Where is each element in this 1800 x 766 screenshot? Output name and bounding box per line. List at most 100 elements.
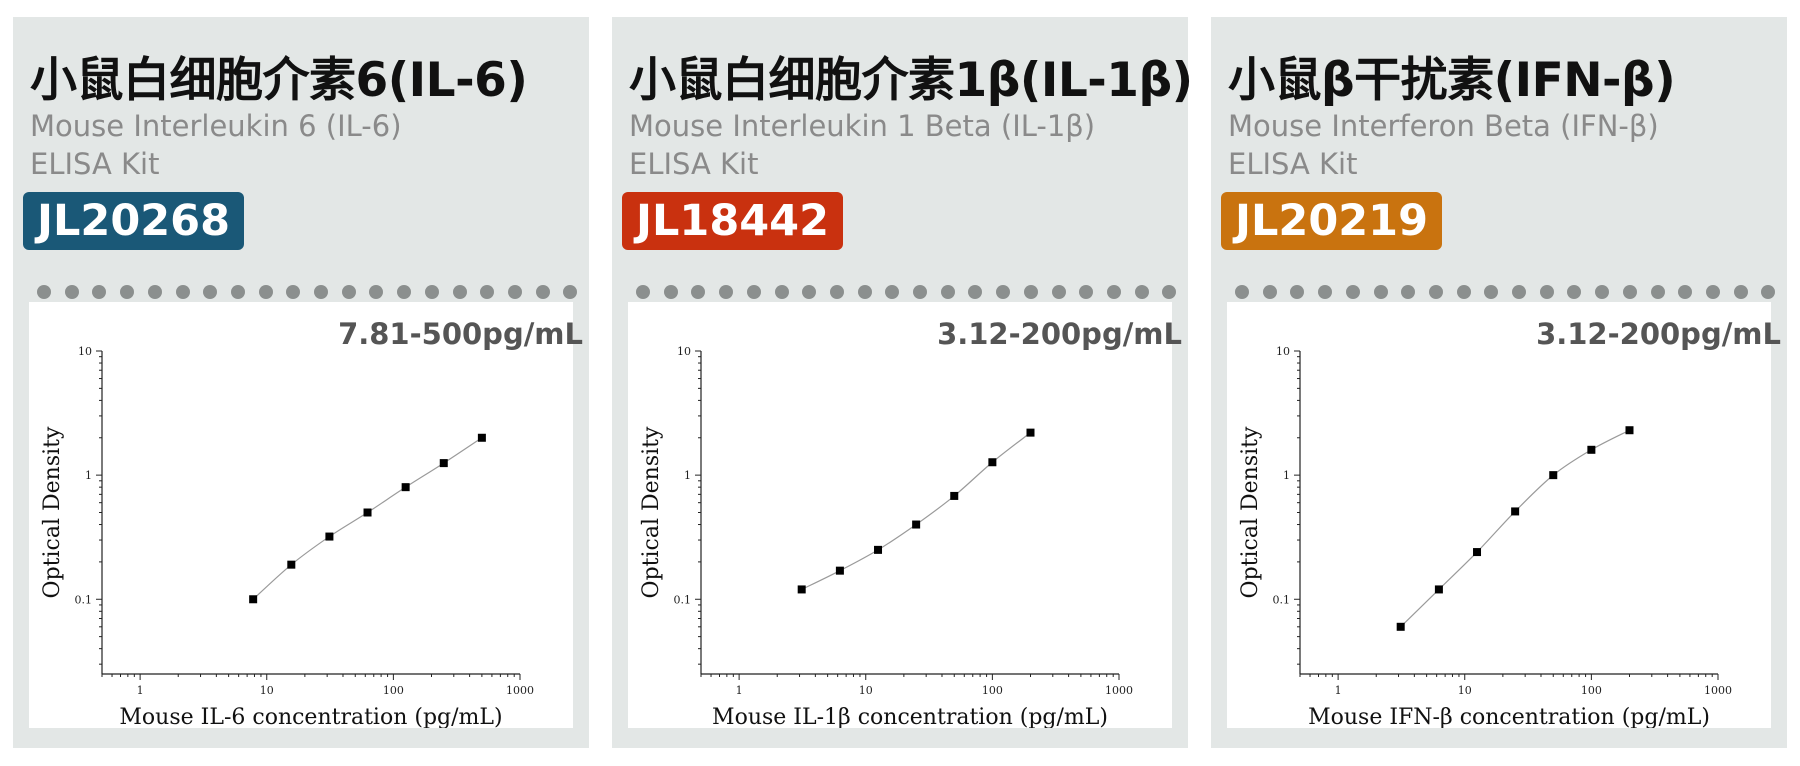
divider-dot	[940, 285, 955, 299]
divider-dot	[968, 285, 983, 299]
divider-dot	[1134, 285, 1149, 299]
divider-dot	[37, 285, 51, 299]
divider-dot	[424, 285, 439, 299]
subtitle-line: Mouse Interleukin 1 Beta (IL-1β)	[629, 109, 1096, 143]
data-point	[1434, 585, 1443, 594]
data-point	[1396, 622, 1405, 631]
subtitle-line: Mouse Interleukin 6 (IL-6)	[30, 109, 402, 143]
catalog-badge: JL20268	[23, 192, 244, 250]
divider-dot	[691, 285, 706, 299]
y-tick-label: 1	[684, 469, 691, 482]
divider-dot	[996, 285, 1011, 299]
divider-dot	[92, 285, 107, 299]
divider-dot	[1162, 285, 1177, 299]
divider-dot	[286, 285, 301, 299]
x-tick-label: 100	[982, 684, 1003, 697]
x-tick-label: 1	[736, 684, 743, 697]
divider-dot	[1373, 285, 1388, 299]
data-point	[874, 545, 883, 554]
chart-card	[1227, 302, 1771, 728]
divider-dot	[913, 285, 927, 299]
detection-range: 7.81-500pg/mL	[338, 317, 583, 351]
x-tick-label: 1000	[1105, 684, 1133, 697]
x-tick-label: 10	[859, 684, 873, 697]
divider-dot	[746, 285, 761, 299]
dot-divider	[37, 285, 578, 301]
catalog-badge: JL18442	[622, 192, 843, 250]
x-tick-label: 10	[1458, 684, 1472, 697]
panel-subtitle: Mouse Interleukin 1 Beta (IL-1β) ELISA K…	[629, 107, 1095, 183]
detection-range: 3.12-200pg/mL	[937, 317, 1182, 351]
chart-card	[628, 302, 1172, 728]
divider-dot	[1650, 285, 1665, 299]
divider-dot	[258, 285, 273, 299]
y-axis-label: Optical Density	[1238, 426, 1263, 598]
divider-dot	[64, 285, 79, 299]
y-tick-label: 0.1	[75, 593, 93, 606]
x-tick-label: 10	[260, 684, 274, 697]
catalog-badge: JL20219	[1221, 192, 1442, 250]
divider-dot	[230, 285, 245, 299]
data-point	[249, 595, 258, 604]
y-tick-label: 10	[1276, 345, 1290, 358]
y-axis-label: Optical Density	[639, 426, 664, 598]
divider-dot	[774, 285, 789, 299]
x-tick-label: 100	[1581, 684, 1602, 697]
subtitle-line: ELISA Kit	[1228, 147, 1358, 181]
data-point	[988, 458, 997, 467]
fit-curve	[801, 432, 1031, 590]
data-point	[401, 483, 410, 492]
data-point	[950, 491, 959, 500]
divider-dot	[802, 285, 817, 299]
divider-dot	[203, 285, 218, 299]
divider-dot	[175, 285, 190, 299]
dot-divider	[636, 285, 1177, 301]
divider-dot	[857, 285, 872, 299]
x-tick-label: 1000	[1704, 684, 1732, 697]
x-tick-label: 1	[137, 684, 144, 697]
x-tick-label: 1	[1335, 684, 1342, 697]
divider-dot	[1079, 285, 1094, 299]
product-panel-il1b: 小鼠白细胞介素1β(IL-1β) Mouse Interleukin 1 Bet…	[612, 17, 1193, 748]
chart-card	[29, 302, 573, 728]
data-point	[1549, 471, 1558, 480]
data-point	[325, 532, 334, 541]
x-axis-label: Mouse IFN-β concentration (pg/mL)	[1308, 705, 1710, 728]
divider-dot	[452, 285, 467, 299]
data-point	[1511, 507, 1520, 516]
divider-dot	[1401, 285, 1416, 299]
data-point	[1625, 426, 1634, 435]
divider-dot	[535, 285, 550, 299]
divider-dot	[885, 285, 900, 299]
divider-dot	[1484, 285, 1499, 299]
panel-subtitle: Mouse Interleukin 6 (IL-6) ELISA Kit	[30, 107, 402, 183]
divider-dot	[1761, 285, 1776, 299]
divider-dot	[480, 285, 495, 299]
divider-dot	[507, 285, 522, 299]
divider-dot	[663, 285, 678, 299]
divider-dot	[1051, 285, 1066, 299]
divider-dot	[1733, 285, 1748, 299]
data-point	[797, 585, 806, 594]
divider-dot	[563, 285, 578, 299]
panel-subtitle: Mouse Interferon Beta (IFN-β) ELISA Kit	[1228, 107, 1659, 183]
divider-dot	[1345, 285, 1360, 299]
divider-dot	[1023, 285, 1038, 299]
divider-dot	[1318, 285, 1333, 299]
divider-dot	[341, 285, 356, 299]
divider-dot	[147, 285, 162, 299]
divider-dot	[1705, 285, 1720, 299]
divider-dot	[314, 285, 328, 299]
subtitle-line: Mouse Interferon Beta (IFN-β)	[1228, 109, 1659, 143]
x-tick-label: 100	[383, 684, 404, 697]
y-tick-label: 1	[1283, 469, 1290, 482]
x-axis-label: Mouse IL-1β concentration (pg/mL)	[712, 705, 1108, 728]
divider-dot	[1262, 285, 1277, 299]
panel-title: 小鼠白细胞介素6(IL-6)	[30, 53, 528, 108]
divider-dot	[1539, 285, 1554, 299]
dot-divider	[1235, 285, 1776, 301]
x-tick-label: 1000	[506, 684, 534, 697]
divider-dot	[397, 285, 412, 299]
standard-curve-chart: 1 10 100 1000 0.1 1 10 Mouse IL-1β concentratio…	[639, 345, 1133, 728]
divider-dot	[120, 285, 135, 299]
